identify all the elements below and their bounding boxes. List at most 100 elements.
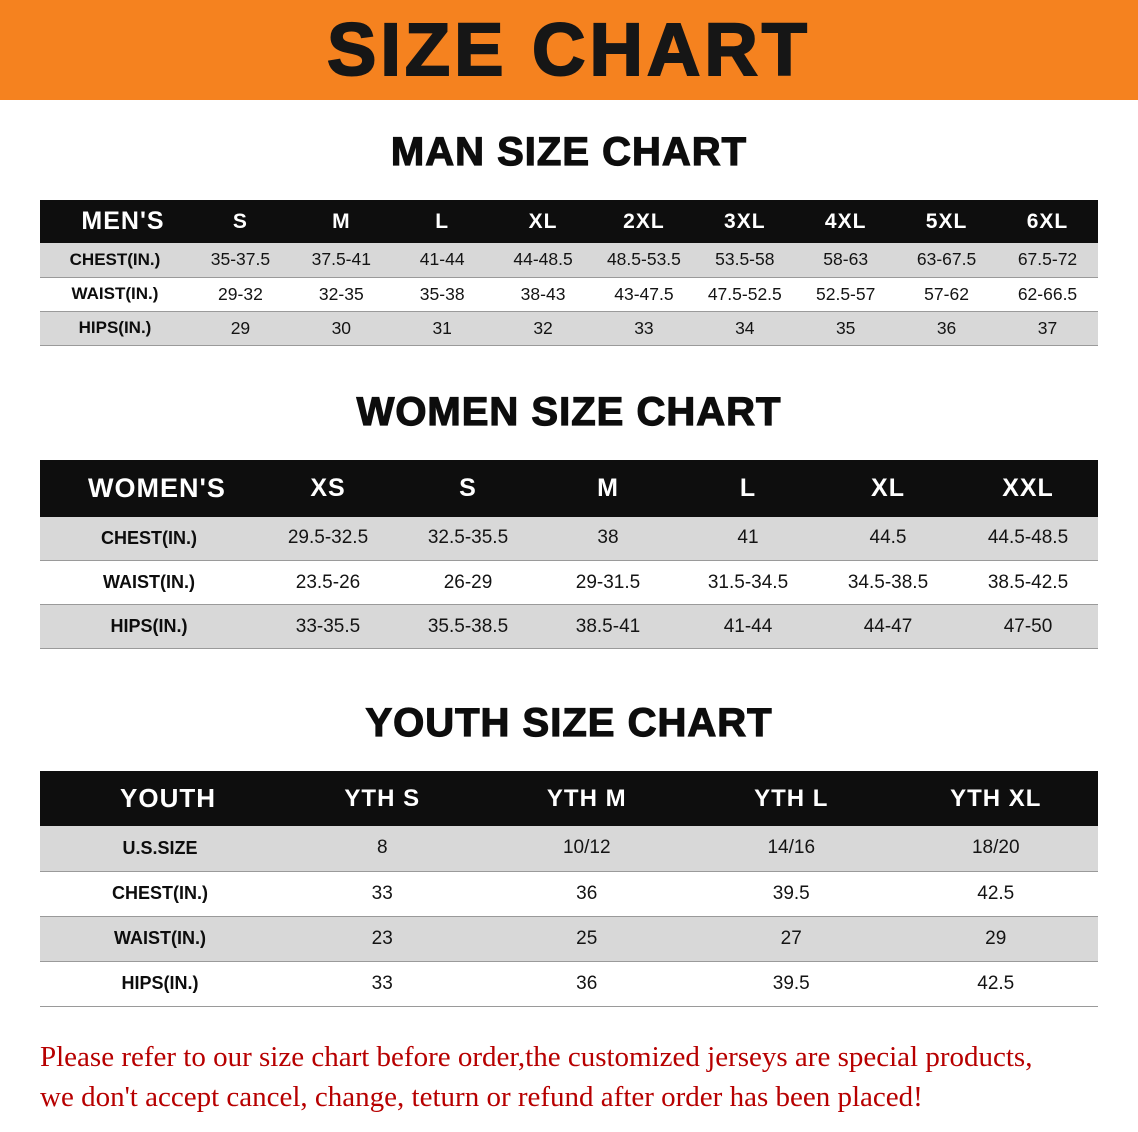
size-chart-banner: SIZE CHART	[0, 0, 1138, 100]
size-column-header: YTH L	[689, 771, 894, 826]
table-row: HIPS(IN.) 29 30 31 32 33 34 35 36 37	[40, 311, 1098, 346]
table-row: WAIST(IN.) 23 25 27 29	[40, 916, 1098, 962]
value-cell: 67.5-72	[997, 243, 1098, 278]
value-cell: 25	[484, 916, 689, 962]
value-cell: 41	[678, 516, 818, 561]
size-column-header: XL	[492, 200, 594, 243]
value-cell: 32	[492, 311, 594, 346]
value-cell: 48.5-53.5	[593, 243, 695, 278]
value-cell: 34.5-38.5	[818, 560, 958, 605]
table-row: WAIST(IN.) 23.5-26 26-29 29-31.5 31.5-34.5 34…	[40, 560, 1098, 605]
value-cell: 35-37.5	[190, 243, 291, 278]
value-cell: 41-44	[678, 604, 818, 649]
value-cell: 39.5	[689, 871, 894, 917]
row-label-cell: CHEST(IN.)	[40, 516, 258, 561]
value-cell: 38-43	[492, 277, 594, 312]
size-column-header: S	[190, 200, 291, 243]
value-cell: 38.5-42.5	[958, 560, 1098, 605]
value-cell: 52.5-57	[795, 277, 897, 312]
value-cell: 10/12	[484, 826, 689, 872]
value-cell: 41-44	[391, 243, 493, 278]
table-row: CHEST(IN.) 35-37.5 37.5-41 41-44 44-48.5 48.5…	[40, 243, 1098, 278]
value-cell: 44-47	[818, 604, 958, 649]
value-cell: 44-48.5	[492, 243, 594, 278]
value-cell: 14/16	[689, 826, 894, 872]
value-cell: 29-32	[190, 277, 291, 312]
value-cell: 30	[290, 311, 392, 346]
value-cell: 37.5-41	[290, 243, 392, 278]
size-column-header: 6XL	[997, 200, 1098, 243]
value-cell: 42.5	[893, 961, 1098, 1007]
women-size-chart-heading: WOMEN SIZE CHART	[356, 389, 782, 434]
value-cell: 38.5-41	[538, 604, 678, 649]
value-cell: 29.5-32.5	[258, 516, 398, 561]
value-cell: 36	[484, 961, 689, 1007]
table-header-row: WOMEN'S XS S M L XL XXL	[40, 459, 1098, 517]
value-cell: 43-47.5	[593, 277, 695, 312]
value-cell: 58-63	[795, 243, 897, 278]
value-cell: 27	[689, 916, 894, 962]
value-cell: 44.5	[818, 516, 958, 561]
row-label-cell: U.S.SIZE	[40, 826, 280, 872]
row-label-cell: WAIST(IN.)	[40, 277, 190, 312]
value-cell: 35-38	[391, 277, 493, 312]
table-title-cell: YOUTH	[40, 771, 280, 826]
value-cell: 35.5-38.5	[398, 604, 538, 649]
value-cell: 32.5-35.5	[398, 516, 538, 561]
value-cell: 33	[280, 871, 485, 917]
disclaimer-line-1: Please refer to our size chart before or…	[40, 1040, 1033, 1073]
value-cell: 44.5-48.5	[958, 516, 1098, 561]
value-cell: 29	[893, 916, 1098, 962]
value-cell: 31	[391, 311, 493, 346]
disclaimer-text: Please refer to our size chart before or…	[40, 1037, 1100, 1117]
value-cell: 57-62	[896, 277, 997, 312]
value-cell: 42.5	[893, 871, 1098, 917]
size-column-header: 4XL	[795, 200, 897, 243]
value-cell: 35	[795, 311, 897, 346]
size-column-header: 3XL	[694, 200, 796, 243]
value-cell: 62-66.5	[997, 277, 1098, 312]
size-column-header: M	[538, 459, 678, 517]
size-column-header: YTH M	[484, 771, 689, 826]
value-cell: 33	[280, 961, 485, 1007]
mens-size-table: MEN'S S M L XL 2XL 3XL 4XL 5XL 6XL CHEST(IN.) 35-37…	[40, 200, 1098, 346]
value-cell: 32-35	[290, 277, 392, 312]
womens-size-table: WOMEN'S XS S M L XL XXL CHEST(IN.) 29.5-32.5 32.5…	[40, 459, 1098, 649]
row-label-cell: HIPS(IN.)	[40, 604, 258, 649]
size-chart-title: SIZE CHART	[326, 8, 811, 91]
size-column-header: 2XL	[593, 200, 695, 243]
row-label-cell: HIPS(IN.)	[40, 961, 280, 1007]
table-row: HIPS(IN.) 33-35.5 35.5-38.5 38.5-41 41-44 44-…	[40, 604, 1098, 649]
table-header-row: MEN'S S M L XL 2XL 3XL 4XL 5XL 6XL	[40, 200, 1098, 243]
value-cell: 33-35.5	[258, 604, 398, 649]
value-cell: 47-50	[958, 604, 1098, 649]
table-title-cell: WOMEN'S	[40, 459, 258, 517]
size-column-header: L	[391, 200, 493, 243]
value-cell: 38	[538, 516, 678, 561]
table-row: HIPS(IN.) 33 36 39.5 42.5	[40, 961, 1098, 1007]
table-header-row: YOUTH YTH S YTH M YTH L YTH XL	[40, 771, 1098, 826]
row-label-cell: WAIST(IN.)	[40, 560, 258, 605]
value-cell: 63-67.5	[896, 243, 997, 278]
value-cell: 26-29	[398, 560, 538, 605]
value-cell: 47.5-52.5	[694, 277, 796, 312]
table-row: CHEST(IN.) 33 36 39.5 42.5	[40, 871, 1098, 917]
youth-size-table: YOUTH YTH S YTH M YTH L YTH XL U.S.SIZE 8 10/12…	[40, 771, 1098, 1007]
youth-size-chart-heading: YOUTH SIZE CHART	[365, 700, 773, 745]
table-title-cell: MEN'S	[40, 200, 190, 243]
value-cell: 23	[280, 916, 485, 962]
row-label-cell: CHEST(IN.)	[40, 243, 190, 278]
size-column-header: YTH XL	[893, 771, 1098, 826]
value-cell: 29	[190, 311, 291, 346]
value-cell: 8	[280, 826, 485, 872]
value-cell: 36	[484, 871, 689, 917]
table-row: U.S.SIZE 8 10/12 14/16 18/20	[40, 826, 1098, 872]
row-label-cell: CHEST(IN.)	[40, 871, 280, 917]
disclaimer-line-2: we don't accept cancel, change, teturn o…	[40, 1080, 923, 1113]
value-cell: 29-31.5	[538, 560, 678, 605]
size-column-header: L	[678, 459, 818, 517]
size-column-header: XS	[258, 459, 398, 517]
table-row: CHEST(IN.) 29.5-32.5 32.5-35.5 38 41 44.5 44.5…	[40, 516, 1098, 561]
man-size-chart-heading: MAN SIZE CHART	[390, 129, 748, 174]
value-cell: 37	[997, 311, 1098, 346]
